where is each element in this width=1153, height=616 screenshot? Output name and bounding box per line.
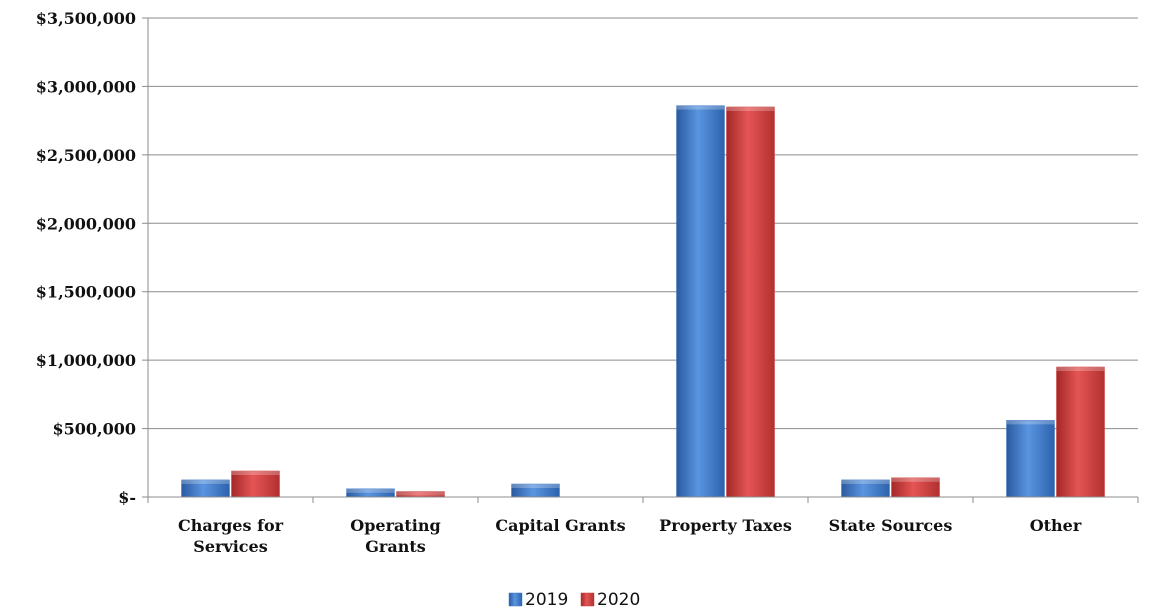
y-axis: $- $500,000 $1,000,000 $1,500,000 $2,000,000… bbox=[36, 9, 149, 507]
bar-top-highlight bbox=[726, 106, 775, 111]
bar-top-highlight bbox=[891, 477, 940, 482]
y-tick-label: $1,500,000 bbox=[36, 283, 136, 302]
x-axis: Charges for Services Operating Grants Capita… bbox=[147, 496, 1139, 556]
y-tick-label: $500,000 bbox=[53, 420, 137, 439]
legend-label: 2019 bbox=[525, 590, 568, 610]
y-tick-label: $3,000,000 bbox=[36, 77, 136, 96]
x-category-label: Other bbox=[1030, 516, 1082, 535]
x-category-label: Operating bbox=[350, 516, 440, 535]
bar-2020-5 bbox=[1056, 366, 1105, 498]
bar-top-highlight bbox=[1056, 366, 1105, 371]
bars bbox=[181, 105, 1105, 498]
bar-top-highlight bbox=[511, 483, 560, 488]
bar-top-highlight bbox=[841, 479, 890, 484]
bar-top-highlight bbox=[676, 105, 725, 110]
bar-2019-5 bbox=[1006, 420, 1055, 498]
bar-top-highlight bbox=[231, 470, 280, 475]
bar-2019-3 bbox=[676, 105, 725, 498]
bar-top-highlight bbox=[396, 491, 445, 496]
legend: 2019 2020 bbox=[508, 590, 640, 610]
x-category-label: State Sources bbox=[829, 516, 953, 535]
x-category-label: Grants bbox=[365, 537, 426, 556]
y-tick-label: $3,500,000 bbox=[36, 9, 136, 28]
x-category-label: Capital Grants bbox=[495, 516, 625, 535]
bar-top-highlight bbox=[346, 488, 395, 493]
bar-top-highlight bbox=[181, 479, 230, 484]
bar-2020-0 bbox=[231, 470, 280, 498]
y-tick-label: $2,000,000 bbox=[36, 214, 136, 233]
y-tick-label: $- bbox=[118, 488, 136, 507]
y-tick-label: $1,000,000 bbox=[36, 351, 136, 370]
legend-label: 2020 bbox=[597, 590, 640, 610]
bar-top-highlight bbox=[1006, 420, 1055, 425]
gridlines bbox=[148, 17, 1138, 430]
x-category-label: Property Taxes bbox=[659, 516, 792, 535]
x-category-label: Services bbox=[193, 537, 267, 556]
legend-swatch-2020 bbox=[580, 592, 595, 607]
bar-2020-3 bbox=[726, 106, 775, 498]
legend-swatch-2019 bbox=[508, 592, 523, 607]
y-tick-label: $2,500,000 bbox=[36, 146, 136, 165]
x-category-label: Charges for bbox=[178, 516, 284, 535]
